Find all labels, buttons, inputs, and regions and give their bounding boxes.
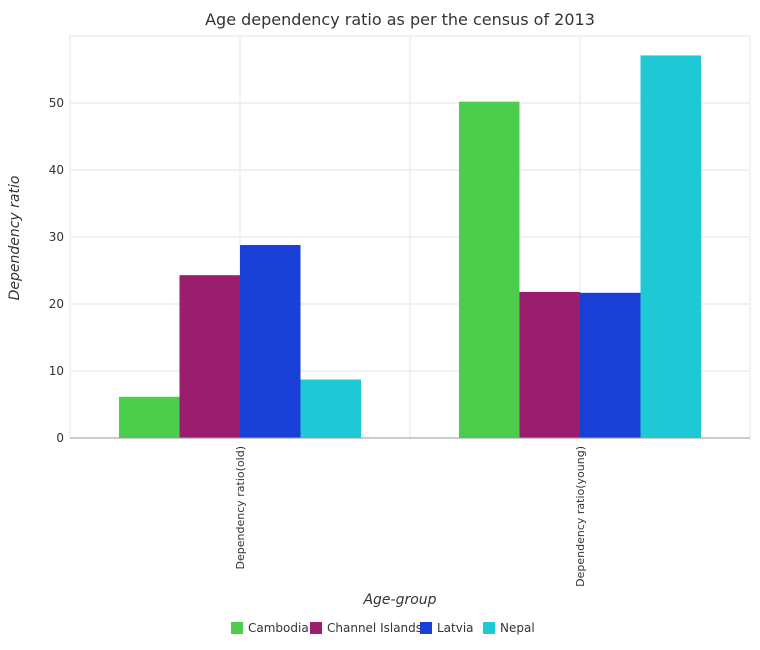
bar-latvia-1 [580, 292, 641, 438]
legend-label: Nepal [500, 621, 535, 635]
y-tick-label: 30 [49, 230, 64, 244]
y-axis-label: Dependency ratio [7, 176, 23, 301]
legend-label: Latvia [437, 621, 474, 635]
y-tick-label: 0 [56, 431, 64, 445]
legend: Cambodia Channel Islands Latvia Nepal [231, 621, 535, 635]
legend-swatch [231, 622, 243, 634]
bar-channel-islands-0 [179, 275, 240, 438]
legend-label: Channel Islands [327, 621, 422, 635]
bar-nepal-1 [640, 55, 701, 439]
legend-swatch [483, 622, 495, 634]
bar-nepal-0 [300, 379, 361, 438]
chart-title: Age dependency ratio as per the census o… [205, 10, 595, 29]
y-tick-label: 40 [49, 163, 64, 177]
legend-swatch [420, 622, 432, 634]
bar-channel-islands-1 [519, 291, 580, 438]
x-tick-label: Dependency ratio(old) [234, 446, 247, 569]
y-tick-label: 50 [49, 96, 64, 110]
bar-latvia-0 [240, 245, 301, 438]
legend-swatch [310, 622, 322, 634]
y-tick-label: 10 [49, 364, 64, 378]
plot-area: 0 10 20 30 40 50 Dependency ratio(old) Dependen… [49, 35, 751, 587]
bar-cambodia-0 [119, 396, 180, 438]
bar-cambodia-1 [459, 101, 520, 438]
x-axis-label: Age-group [362, 592, 436, 608]
x-tick-label: Dependency ratio(young) [574, 446, 587, 587]
legend-label: Cambodia [248, 621, 309, 635]
y-tick-label: 20 [49, 297, 64, 311]
